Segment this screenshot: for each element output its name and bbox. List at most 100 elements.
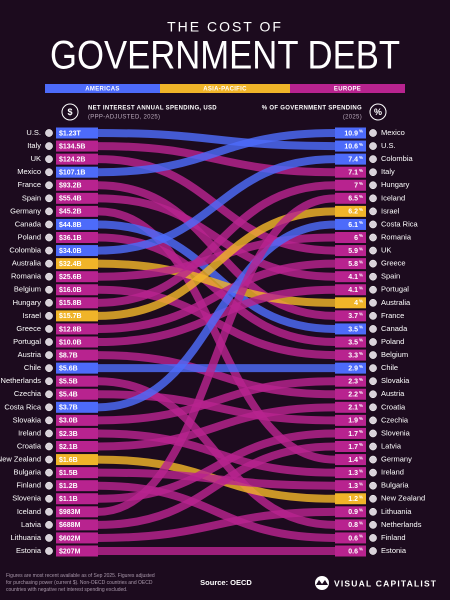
country-name: Spain [22, 193, 41, 202]
connector [97, 194, 336, 281]
flag [45, 181, 53, 190]
legend-label: ASIA-PACIFIC [203, 87, 247, 93]
legend-swatch [160, 84, 290, 93]
share-value: 3.7 [348, 313, 358, 320]
spending-value: $5.4B [59, 392, 78, 399]
spending-value: $5.6B [59, 365, 78, 372]
country-name: Croatia [381, 402, 406, 411]
spending-value: $124.2B [59, 156, 85, 163]
country-name: Iceland [17, 507, 41, 516]
connector [97, 468, 336, 490]
flag [369, 390, 377, 399]
share-value: 1.3 [348, 483, 358, 490]
unit: % [359, 168, 363, 173]
value-box [335, 414, 366, 426]
spending-value: $10.0B [59, 339, 82, 346]
value-box [335, 153, 366, 165]
country-name: Romania [381, 232, 412, 241]
value-box [335, 467, 366, 479]
country-name: Germany [381, 455, 412, 464]
flag [369, 259, 377, 268]
country-name: Chile [381, 363, 398, 372]
share-value: 5.9 [348, 248, 358, 255]
footnote-line: Figures are most recent available as of … [6, 573, 155, 579]
value-box [56, 258, 98, 270]
connector [97, 194, 336, 516]
connector [97, 259, 336, 307]
flag [45, 155, 53, 163]
value-box [56, 545, 98, 557]
flag [369, 325, 377, 333]
country-name: Israel [23, 311, 42, 320]
flag [45, 259, 53, 268]
connector [97, 142, 336, 177]
share-value: 7.1 [348, 170, 358, 177]
unit: % [359, 455, 363, 460]
source: Source: OECD [200, 578, 252, 587]
flag [45, 351, 53, 359]
flag [369, 338, 377, 346]
country-name: Slovenia [12, 494, 42, 503]
value-box [335, 205, 366, 217]
spending-value: $107.1B [59, 170, 85, 177]
value-box [335, 506, 366, 518]
spending-value: $5.5B [59, 379, 78, 386]
unit: % [359, 194, 363, 199]
spending-value: $45.2B [59, 209, 82, 216]
value-box [56, 349, 98, 361]
connector [97, 129, 336, 151]
value-box [335, 375, 366, 387]
share-value: 4.1 [348, 287, 358, 294]
share-value: 1.9 [348, 418, 358, 425]
spending-value: $16.0B [59, 287, 82, 294]
country-name: Bulgaria [13, 468, 41, 477]
unit: % [359, 481, 363, 486]
legend: AMERICAS ASIA-PACIFIC EUROPE [45, 84, 405, 93]
country-name: Greece [381, 259, 406, 268]
share-value: 2.3 [348, 379, 358, 386]
flag [45, 168, 53, 177]
country-name: Croatia [17, 441, 42, 450]
value-box [56, 454, 98, 466]
flag [45, 481, 53, 490]
value-box [335, 218, 366, 230]
country-name: France [18, 180, 41, 189]
value-box [56, 427, 98, 439]
legend-swatch [45, 84, 160, 93]
country-name: New Zealand [0, 455, 41, 464]
flag [369, 298, 377, 307]
value-box [56, 467, 98, 479]
connector [97, 181, 336, 307]
share-value: 10.6 [344, 143, 358, 150]
unit: % [359, 547, 363, 552]
flag [369, 129, 377, 137]
country-name: Finland [16, 481, 41, 490]
share-value: 6.5 [348, 196, 358, 203]
country-name: Poland [381, 337, 404, 346]
flag [45, 285, 53, 294]
flag [369, 455, 377, 464]
country-name: Slovakia [381, 376, 410, 385]
spending-value: $2.3B [59, 431, 78, 438]
unit: % [359, 442, 363, 447]
spending-value: $1.23T [59, 130, 82, 137]
country-name: Greece [16, 324, 41, 333]
share-value: 5.8 [348, 261, 358, 268]
connector [97, 220, 336, 412]
country-name: Austria [381, 389, 405, 398]
unit: % [359, 416, 363, 421]
country-name: New Zealand [381, 494, 425, 503]
country-name: Costa Rica [381, 219, 419, 228]
share-value: 3.5 [348, 326, 358, 333]
country-name: UK [31, 154, 41, 163]
flag [369, 364, 377, 372]
flag [45, 377, 53, 386]
connector [97, 377, 336, 425]
value-box [56, 480, 98, 492]
spending-value: $55.4B [59, 196, 82, 203]
country-name: Belgium [381, 350, 408, 359]
title-top: THE COST OF [167, 19, 283, 35]
spending-value: $25.6B [59, 274, 82, 281]
value-box [56, 414, 98, 426]
flag [45, 442, 53, 451]
